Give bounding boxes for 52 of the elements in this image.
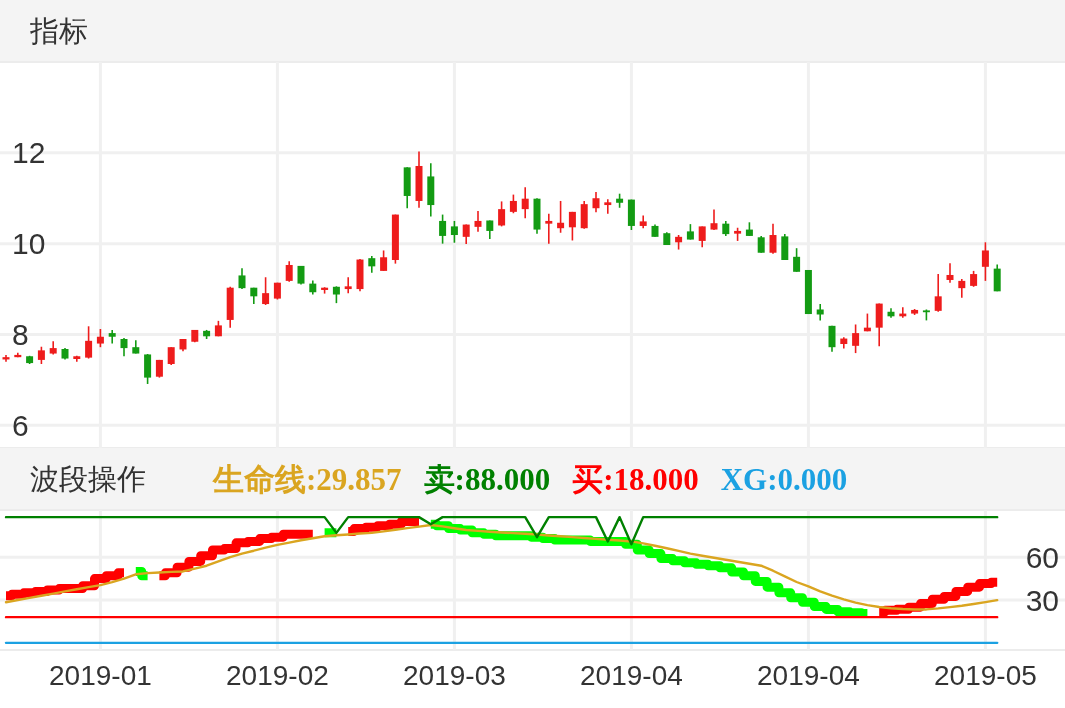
candlestick xyxy=(439,213,447,245)
candlestick xyxy=(120,337,128,358)
candlestick xyxy=(474,210,482,233)
candlestick xyxy=(144,353,152,385)
y-tick-label: 30 xyxy=(1025,583,1059,617)
candlestick xyxy=(781,233,789,261)
x-tick-label: 2019-04 xyxy=(757,660,860,691)
candlestick xyxy=(604,198,612,215)
text: XG:0.000 xyxy=(720,462,848,497)
candlestick xyxy=(958,278,966,299)
candlestick xyxy=(592,191,600,214)
x-tick-label: 2019-03 xyxy=(403,660,506,691)
candlestick xyxy=(262,276,270,306)
candlestick xyxy=(568,211,576,242)
y-tick-label: 8 xyxy=(12,317,29,351)
candlestick xyxy=(981,241,989,282)
x-tick-label: 2019-05 xyxy=(934,660,1037,691)
candlestick xyxy=(108,329,116,345)
text: 买:18.000 xyxy=(572,462,699,497)
candlestick xyxy=(285,260,293,283)
candlestick xyxy=(486,219,494,240)
candlestick xyxy=(96,328,104,348)
candlestick xyxy=(545,212,553,245)
y-tick-label: 6 xyxy=(12,408,29,442)
candlestick xyxy=(769,222,777,255)
candlestick xyxy=(934,273,942,313)
candlestick xyxy=(557,200,565,234)
candlestick xyxy=(238,267,246,290)
candlestick xyxy=(509,193,517,215)
chart-title: 指标 xyxy=(29,15,88,47)
series-label: 卖:88.000 xyxy=(423,462,551,497)
y-tick-label: 12 xyxy=(12,136,46,170)
candlestick xyxy=(344,276,352,294)
x-tick-label: 2019-02 xyxy=(226,660,329,691)
candlestick xyxy=(498,200,506,228)
candlestick xyxy=(828,325,836,353)
candlestick xyxy=(85,325,93,360)
x-tick-label: 2019-04 xyxy=(580,660,683,691)
candlestick xyxy=(521,186,529,220)
candlestick xyxy=(793,247,801,273)
candlestick xyxy=(993,263,1001,293)
candlestick xyxy=(380,249,388,272)
series-label: 生命线:29.857 xyxy=(212,462,402,497)
candlestick xyxy=(852,323,860,354)
candlestick xyxy=(450,220,458,244)
candlestick xyxy=(946,262,954,284)
candlestick xyxy=(698,225,706,249)
line-series xyxy=(4,515,999,546)
y-tick-label: 60 xyxy=(1025,540,1059,574)
chart-title: 波段操作 xyxy=(30,463,146,495)
x-tick-label: 2019-01 xyxy=(49,660,152,691)
y-tick-label: 10 xyxy=(12,227,46,261)
